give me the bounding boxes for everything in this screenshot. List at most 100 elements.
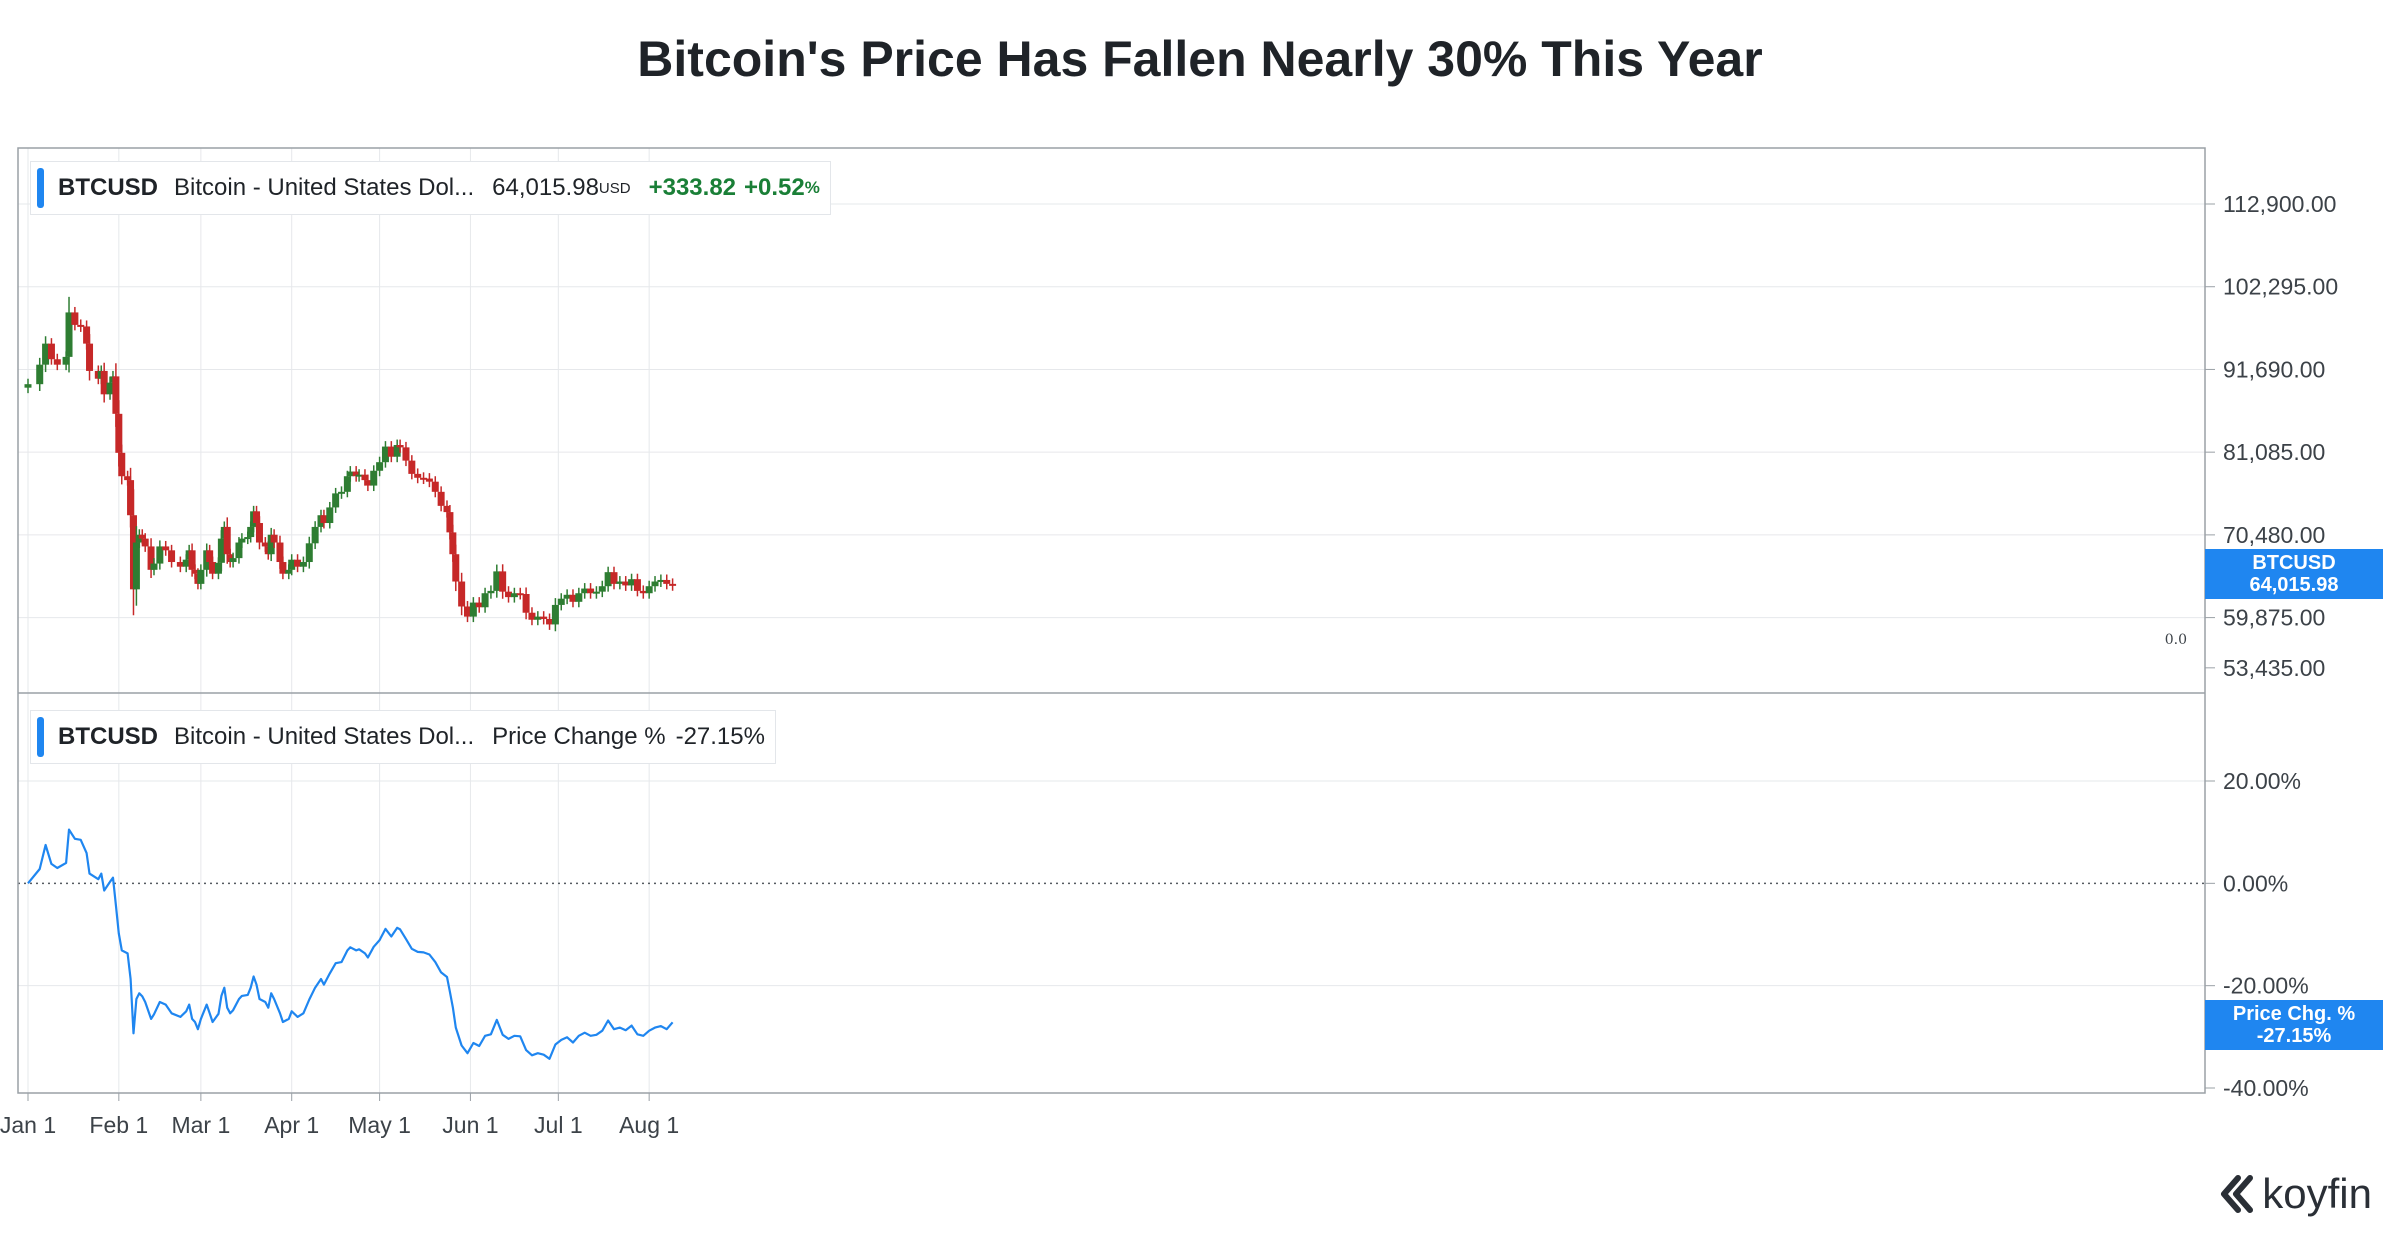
- candle-body: [247, 526, 255, 538]
- candle-body: [446, 512, 454, 533]
- legend-pct-symbol: %: [804, 178, 820, 197]
- candle-body: [355, 474, 363, 477]
- candle-body: [633, 579, 641, 591]
- change-tick-label: 20.00%: [2223, 768, 2301, 794]
- axis-labels: Jan 1 Feb 1 Mar 1 Apr 1 May 1 Jun 1 Jul 1 Aug 1…: [0, 191, 2338, 1138]
- last-price-tag-value: 64,015.98: [2249, 574, 2339, 596]
- candle-body: [71, 312, 79, 325]
- candle-body: [396, 445, 404, 448]
- candle-body: [387, 446, 395, 457]
- candle-body: [346, 471, 354, 477]
- candle-body: [338, 491, 346, 494]
- last-price-tag-symbol: BTCUSD: [2252, 552, 2336, 574]
- candle-body: [449, 532, 457, 555]
- price-tick-label: 91,690.00: [2223, 356, 2325, 382]
- candle-body: [62, 356, 70, 365]
- x-tick-label: Jun 1: [442, 1112, 498, 1138]
- candle-body: [214, 562, 222, 574]
- candle-body: [83, 326, 91, 344]
- candle-body: [376, 462, 384, 471]
- change-tick-label: -40.00%: [2223, 1075, 2309, 1101]
- candle-body: [581, 588, 589, 594]
- candle-body: [499, 571, 507, 592]
- change-tick-label: 0.00%: [2223, 870, 2288, 896]
- candle-body: [132, 542, 140, 590]
- candle-body: [124, 476, 132, 481]
- candle-body: [370, 470, 378, 486]
- candle-body: [402, 447, 410, 461]
- legend-symbol: BTCUSD: [58, 174, 158, 201]
- legend-unit: USD: [598, 179, 631, 197]
- candle-body: [557, 598, 565, 605]
- candle-body: [112, 376, 120, 414]
- candle-body: [294, 559, 302, 567]
- candle-body: [285, 569, 293, 574]
- candle-body: [610, 572, 618, 584]
- candle-body: [162, 546, 170, 551]
- candle-body: [100, 370, 108, 395]
- candle-body: [77, 324, 85, 327]
- logo-text: koyfin: [2262, 1170, 2372, 1217]
- candle-body: [604, 572, 612, 587]
- candle-body: [569, 594, 577, 602]
- candle-body: [510, 593, 518, 598]
- candle-body: [645, 586, 653, 594]
- candle-body: [261, 542, 269, 547]
- x-tick-label: Apr 1: [264, 1112, 319, 1138]
- koyfin-chevron-icon: [2221, 1175, 2254, 1213]
- change-tick-label: -20.00%: [2223, 973, 2309, 999]
- zero-marker-label: 0.0: [2165, 632, 2187, 648]
- candle-body: [352, 471, 360, 477]
- candle-body: [431, 481, 439, 492]
- legend-metric-value: -27.15%: [675, 723, 765, 750]
- last-change-tag-label: Price Chg. %: [2232, 1003, 2356, 1025]
- candle-body: [150, 563, 158, 570]
- candle-body: [551, 604, 559, 625]
- candle-body: [516, 593, 524, 596]
- candle-body: [452, 554, 460, 582]
- legend-symbol: BTCUSD: [58, 723, 158, 750]
- candle-body: [651, 581, 659, 587]
- change-legend[interactable]: BTCUSD Bitcoin - United States Dol... Pr…: [30, 710, 776, 764]
- candle-body: [505, 591, 513, 598]
- price-tick-label: 70,480.00: [2223, 522, 2325, 548]
- candle-body: [475, 602, 483, 608]
- candle-body: [528, 612, 536, 620]
- candle-body: [276, 542, 284, 563]
- legend-instrument-name: Bitcoin - United States Dol...: [174, 723, 475, 750]
- candle-body: [320, 515, 328, 524]
- legend-metric: Price Change %: [492, 723, 666, 750]
- candle-body: [106, 382, 114, 395]
- price-change-line: [27, 828, 674, 1060]
- candlestick-series: [24, 296, 677, 632]
- price-tick-label: 59,875.00: [2223, 605, 2325, 631]
- candle-body: [437, 491, 445, 506]
- candle-body: [305, 543, 313, 563]
- last-change-tag: Price Chg. % -27.15%: [2205, 1000, 2383, 1050]
- candle-body: [270, 534, 278, 543]
- candle-body: [458, 581, 466, 607]
- candle-body: [42, 343, 50, 365]
- candle-body: [147, 546, 155, 570]
- candle-body: [563, 594, 571, 599]
- price-legend[interactable]: BTCUSD Bitcoin - United States Dol... 64…: [30, 161, 831, 215]
- candle-body: [197, 569, 205, 584]
- price-tick-label: 53,435.00: [2223, 655, 2325, 681]
- candle-body: [36, 364, 44, 385]
- candle-body: [657, 579, 665, 582]
- candle-body: [381, 446, 389, 463]
- candle-body: [326, 507, 334, 524]
- candle-body: [118, 452, 126, 477]
- candle-body: [182, 559, 190, 567]
- candle-body: [587, 588, 595, 594]
- candle-body: [343, 476, 351, 492]
- candle-body: [575, 593, 583, 602]
- x-tick-label: Jan 1: [0, 1112, 56, 1138]
- candle-body: [622, 581, 630, 586]
- candle-body: [288, 559, 296, 570]
- koyfin-logo: koyfin: [2218, 1170, 2372, 1218]
- candle-body: [469, 602, 477, 617]
- candle-body: [598, 586, 606, 592]
- legend-instrument-name: Bitcoin - United States Dol...: [174, 174, 475, 201]
